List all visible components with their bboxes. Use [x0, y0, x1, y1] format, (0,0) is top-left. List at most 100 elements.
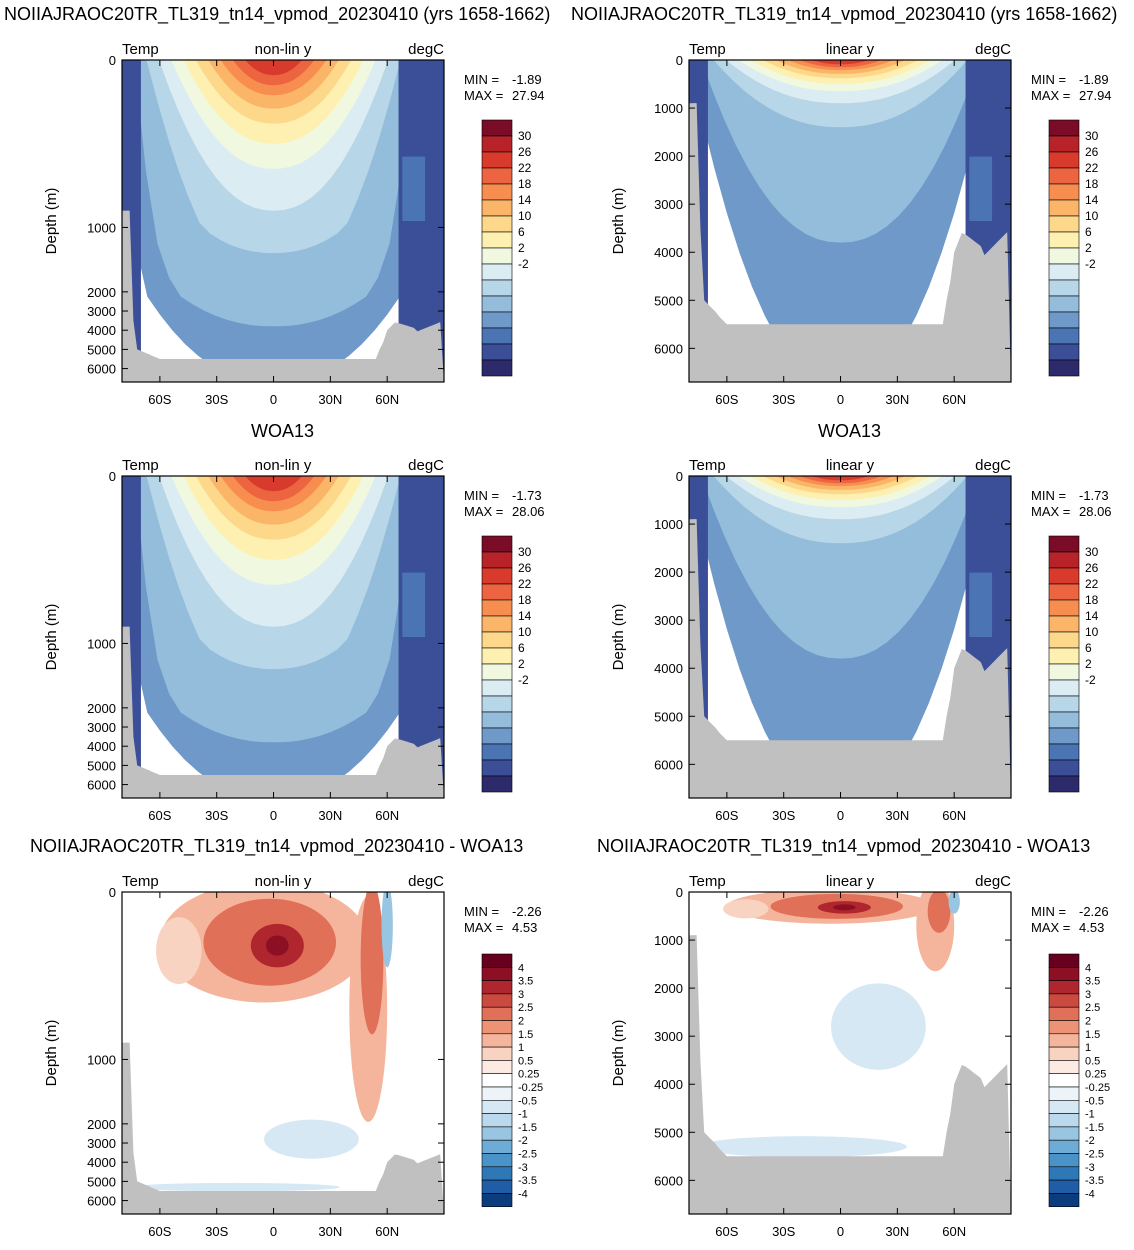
- corner-label-units: degC: [975, 457, 1011, 474]
- colorbar-box: [1048, 1153, 1080, 1168]
- corner-label-units: degC: [975, 873, 1011, 890]
- title-row3-left: NOIIAJRAOC20TR_TL319_tn14_vpmod_20230410…: [30, 836, 524, 856]
- colorbar-box: [1048, 743, 1080, 761]
- land-mask-antarctica: [689, 935, 697, 1214]
- ytick-label: 6000: [87, 1194, 116, 1209]
- colorbar-label: 22: [1085, 161, 1099, 175]
- panel-woa13-nonlin: Temp non-lin y degC01000200030004000500060…: [43, 457, 545, 823]
- colorbar-box: [1048, 135, 1080, 153]
- corner-label-scale: non-lin y: [255, 457, 312, 474]
- y-axis-label: Depth (m): [43, 604, 60, 671]
- colorbar-label: 30: [1085, 545, 1099, 559]
- colorbar-box: [481, 231, 513, 249]
- xtick-label: 60N: [942, 1224, 966, 1239]
- colorbar-label: 1.5: [518, 1029, 533, 1041]
- colorbar-label: 14: [518, 609, 532, 623]
- colorbar-label: 6: [1085, 641, 1092, 655]
- colorbar-box: [1048, 1033, 1080, 1048]
- colorbar-box: [481, 953, 513, 968]
- colorbar-box: [481, 583, 513, 601]
- land-mask: [689, 935, 1011, 1214]
- ytick-label: 2000: [87, 701, 116, 716]
- ytick-label: 2000: [654, 981, 683, 996]
- colorbar-label: 0.25: [518, 1069, 539, 1081]
- ytick-label: 5000: [87, 1174, 116, 1189]
- panel-diff-linear: Temp linear y degC 0 1000 2000 3000 4000 5000 600…: [610, 873, 1110, 1239]
- colorbar-box: [481, 311, 513, 329]
- ytick-label: 5000: [87, 342, 116, 357]
- colorbar-box: [481, 343, 513, 361]
- land-mask-antarctica: [689, 103, 697, 382]
- ytick-label: 5000: [654, 1125, 683, 1140]
- xtick-label: 60N: [375, 392, 399, 407]
- colorbar-box: [481, 1179, 513, 1194]
- contour-band-arctic-mid: [969, 572, 993, 637]
- colorbar-box: [481, 743, 513, 761]
- colorbar-box: [1048, 775, 1080, 793]
- colorbar-box: [1048, 1113, 1080, 1128]
- xtick-label: 0: [837, 808, 844, 823]
- colorbar-label: -2.5: [1085, 1149, 1104, 1161]
- diff-blob-7: [948, 892, 960, 914]
- max-value: 28.06: [512, 504, 545, 519]
- min-label: MIN =: [464, 904, 499, 919]
- colorbar-box: [1048, 679, 1080, 697]
- xtick-label: 0: [837, 1224, 844, 1239]
- colorbar-box: [481, 663, 513, 681]
- colorbar-box: [1048, 1193, 1080, 1207]
- colorbar-label: -0.5: [1085, 1095, 1104, 1107]
- panel-model-linear: Temp linear y degC 0 1000 2000 3000 4000 5000 600…: [610, 41, 1112, 407]
- colorbar-box: [481, 775, 513, 793]
- title-row2-right: WOA13: [818, 421, 882, 441]
- colorbar-label: 3.5: [1085, 976, 1100, 988]
- colorbar-label: 2: [1085, 241, 1092, 255]
- colorbar-label: -1.5: [518, 1122, 537, 1134]
- title-row3-right: NOIIAJRAOC20TR_TL319_tn14_vpmod_20230410…: [597, 836, 1091, 856]
- colorbar-box: [481, 279, 513, 297]
- colorbar-label: 10: [1085, 625, 1099, 639]
- colorbar-label: 3: [518, 989, 524, 1001]
- min-value: -2.26: [1079, 904, 1109, 919]
- xtick-label: 0: [270, 808, 277, 823]
- y-axis-label: Depth (m): [43, 188, 60, 255]
- colorbar-label: 18: [1085, 177, 1099, 191]
- max-label: MAX =: [1031, 504, 1070, 519]
- colorbar-box: [481, 711, 513, 729]
- xtick-label: 30S: [205, 1224, 228, 1239]
- corner-label-units: degC: [408, 873, 444, 890]
- colorbar-label: -1.5: [1085, 1122, 1104, 1134]
- diff-blob-3: [265, 935, 289, 956]
- colorbar-box: [1048, 1179, 1080, 1194]
- land-mask: [689, 103, 1011, 382]
- colorbar-box: [481, 183, 513, 201]
- colorbar-box: [481, 631, 513, 649]
- colorbar-box: [1048, 551, 1080, 569]
- diff-blob-3: [832, 904, 856, 911]
- diff-blob-5: [927, 892, 951, 933]
- colorbar-label: 0.5: [1085, 1055, 1100, 1067]
- colorbar-label: -3.5: [518, 1175, 537, 1187]
- land-mask-antarctica: [122, 1042, 130, 1214]
- land-mask: [689, 519, 1011, 798]
- colorbar-label: 1.5: [1085, 1029, 1100, 1041]
- plot-frame: [688, 59, 1012, 383]
- ytick-label: 2000: [87, 285, 116, 300]
- xtick-label: 30N: [318, 1224, 342, 1239]
- ytick-label: 1000: [654, 933, 683, 948]
- ytick-label: 0: [676, 885, 683, 900]
- max-label: MAX =: [464, 504, 503, 519]
- colorbar-box: [481, 327, 513, 345]
- ytick-label: 0: [109, 469, 116, 484]
- colorbar-label: 2: [1085, 1016, 1091, 1028]
- colorbar-box: [1048, 215, 1080, 233]
- max-value: 4.53: [512, 920, 537, 935]
- colorbar-box: [481, 119, 513, 137]
- panel-diff-nonlin: Temp non-lin y degC 0 1000 2000 3000 4000 5000 60…: [43, 873, 543, 1239]
- corner-label-variable: Temp: [689, 457, 726, 474]
- ytick-label: 3000: [87, 720, 116, 735]
- min-label: MIN =: [1031, 488, 1066, 503]
- diff-blob-9: [698, 1136, 907, 1158]
- ytick-label: 0: [109, 885, 116, 900]
- colorbar-box: [1048, 263, 1080, 281]
- colorbar-label: -3.5: [1085, 1175, 1104, 1187]
